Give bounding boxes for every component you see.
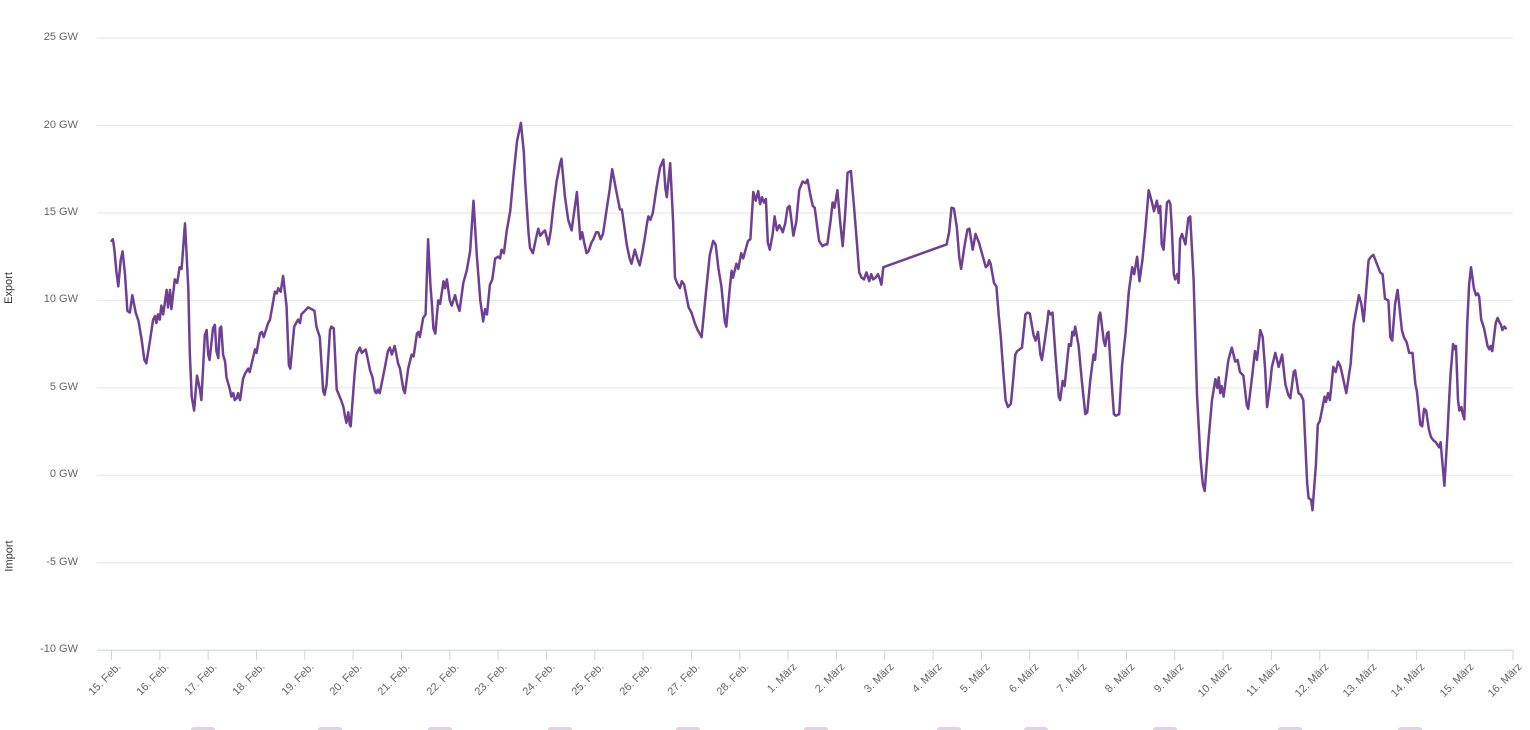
bottom-cutoff-mark xyxy=(676,727,700,730)
y-axis-label: 20 GW xyxy=(43,118,78,131)
series-line xyxy=(110,121,1508,512)
bottom-cutoff-mark xyxy=(1278,727,1302,730)
bottom-cutoff-mark xyxy=(191,727,215,730)
bottom-cutoff-mark xyxy=(804,727,828,730)
bottom-cutoff-mark xyxy=(1024,727,1048,730)
bottom-cutoff-mark xyxy=(937,727,961,730)
y-axis-label: 10 GW xyxy=(43,293,78,306)
y-axis-title-export: Export xyxy=(2,272,15,304)
bottom-cutoff-mark xyxy=(1153,727,1177,730)
bottom-cutoff-mark xyxy=(318,727,342,730)
bottom-cutoff-mark xyxy=(1398,727,1422,730)
y-axis-label: -5 GW xyxy=(46,555,78,568)
y-axis-label: 0 GW xyxy=(49,468,78,481)
y-axis-label: -10 GW xyxy=(40,643,78,656)
bottom-cutoff-mark xyxy=(428,727,452,730)
bottom-cutoff-mark xyxy=(548,727,572,730)
y-axis-label: 25 GW xyxy=(43,31,78,44)
y-axis-label: 5 GW xyxy=(49,380,78,393)
y-axis-label: 15 GW xyxy=(43,205,78,218)
y-axis-title-import: Import xyxy=(3,540,16,572)
